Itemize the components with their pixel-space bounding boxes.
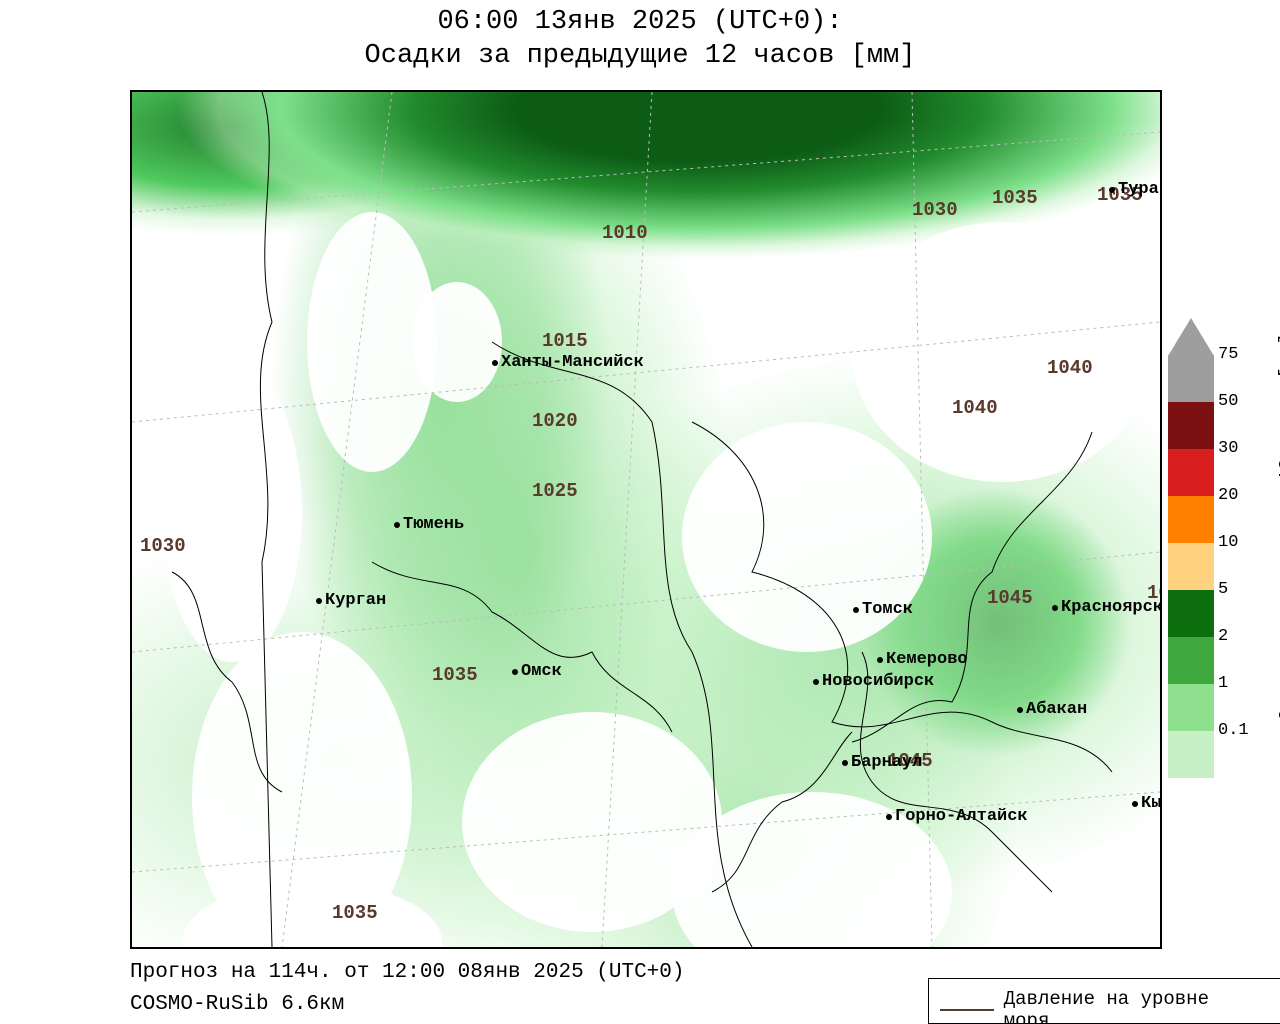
isobar-label-10: 1040 [1047,357,1093,379]
colorbar-tick-10: 10 [1218,533,1238,552]
city-label-9: Абакан [1026,700,1087,719]
isobar-label-7: 1035 [992,187,1038,209]
city-marker-3[interactable] [316,598,322,604]
city-marker-7[interactable] [813,679,819,685]
city-marker-4[interactable] [512,669,518,675]
city-label-5: Томск [862,600,913,619]
footer-line1: Прогноз на 114ч. от 12:00 08янв 2025 (UT… [130,957,685,989]
colorbar-arrow-bottom [1168,778,1214,824]
colorbar-tick-1: 1 [1218,674,1228,693]
city-label-0: Тура [1118,180,1159,199]
map-title: 06:00 13янв 2025 (UTC+0): Осадки за пред… [0,6,1280,74]
isobar-label-0: 1010 [602,222,648,244]
colorbar-tick-75: 75 [1218,345,1238,364]
isobar-label-3: 1025 [532,480,578,502]
isobar-label-11: 1040 [952,397,998,419]
city-marker-10[interactable] [842,760,848,766]
colorbar-swatch-5: 5 [1168,590,1214,637]
colorbar-swatch-75: 75 [1168,355,1214,402]
city-label-12: Горно-Алтайск [895,807,1028,826]
colorbar-tick-30: 30 [1218,439,1238,458]
precip-colorbar: 75 50 30 20 10 5 2 1 0.1 Осадки за предыдущие 12 … [1168,318,1214,824]
city-marker-8[interactable] [877,657,883,663]
title-line2: Осадки за предыдущие 12 часов [мм] [0,40,1280,74]
city-label-7: Новосибирск [822,672,934,691]
isobar-label-9: 1035 [332,902,378,924]
city-label-10: Барнаул [851,753,922,772]
footer-text: Прогноз на 114ч. от 12:00 08янв 2025 (UT… [130,957,685,1020]
isobar-label-6: 1035 [432,664,478,686]
colorbar-tick-2: 2 [1218,627,1228,646]
colorbar-tick-50: 50 [1218,392,1238,411]
city-marker-6[interactable] [1052,605,1058,611]
isobar-label-2: 1020 [532,410,578,432]
colorbar-swatch-0.1: 0.1 [1168,731,1214,778]
pressure-line-swatch [940,1009,994,1011]
city-marker-11[interactable] [1132,801,1138,807]
colorbar-arrow-top [1168,318,1214,356]
city-label-1: Ханты-Мансийск [501,353,644,372]
city-label-3: Курган [325,591,386,610]
colorbar-swatch-1: 1 [1168,684,1214,731]
colorbar-swatch-2: 2 [1168,637,1214,684]
city-marker-1[interactable] [492,360,498,366]
pressure-legend: Давление на уровне моря [940,988,1260,1024]
city-label-4: Омск [521,662,562,681]
city-marker-12[interactable] [886,814,892,820]
colorbar-swatch-50: 50 [1168,402,1214,449]
colorbar-swatch-10: 10 [1168,543,1214,590]
colorbar-swatch-30: 30 [1168,449,1214,496]
city-label-11: Кызыл [1141,794,1162,813]
city-label-2: Тюмень [403,515,464,534]
city-marker-9[interactable] [1017,707,1023,713]
city-label-8: Кемерово [886,650,968,669]
pressure-legend-label: Давление на уровне моря [1004,988,1260,1024]
map-panel[interactable]: 1010 1015 1020 1025 1030 1030 1035 1035 1035 1035… [130,90,1162,949]
city-marker-2[interactable] [394,522,400,528]
isobar-label-12: 1045 [987,587,1033,609]
title-line1: 06:00 13янв 2025 (UTC+0): [0,6,1280,40]
isobar-label-5: 1030 [912,199,958,221]
isobar-label-1: 1015 [542,330,588,352]
colorbar-swatch-20: 20 [1168,496,1214,543]
city-label-6: Красноярск [1061,598,1162,617]
footer-line2: COSMO-RuSib 6.6км [130,989,685,1021]
city-marker-5[interactable] [853,607,859,613]
colorbar-tick-5: 5 [1218,580,1228,599]
colorbar-title: Осадки за предыдущие 12 часов [мм] [1276,333,1280,721]
city-marker-0[interactable] [1109,187,1115,193]
colorbar-tick-20: 20 [1218,486,1238,505]
isobar-label-4: 1030 [140,535,186,557]
colorbar-tick-0.1: 0.1 [1218,721,1249,740]
